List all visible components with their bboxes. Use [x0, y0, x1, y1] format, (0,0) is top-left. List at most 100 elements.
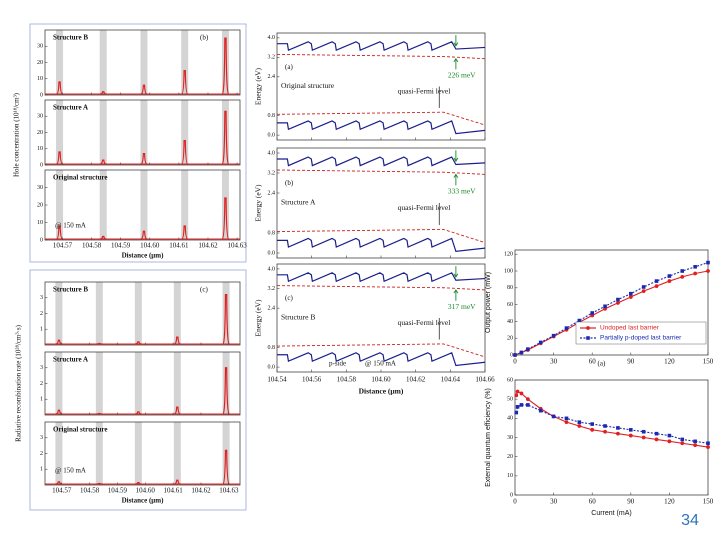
- marker: [693, 443, 698, 448]
- spike: [181, 140, 189, 165]
- marker: [641, 285, 646, 289]
- legend-box: [575, 321, 707, 345]
- spike: [181, 70, 189, 95]
- spike: [96, 482, 103, 485]
- x-tick-label: 104.63: [227, 242, 247, 250]
- marker: [667, 279, 672, 283]
- valence-band: [277, 120, 486, 135]
- marker: [577, 318, 582, 323]
- y-tick-label: 20: [507, 454, 513, 460]
- y-tick-label: 30: [507, 435, 513, 441]
- spike: [100, 91, 107, 95]
- fermi-label: quasi-Fermi level: [398, 87, 451, 96]
- marker: [680, 274, 685, 279]
- well-band: [140, 100, 148, 165]
- x-tick-label: 30: [550, 498, 558, 506]
- gap-value: 333 meV: [448, 187, 476, 196]
- marker: [525, 397, 530, 402]
- x-tick-label: 104.54: [267, 376, 287, 384]
- y-axis-label: Energy (eV): [254, 184, 263, 222]
- well-band: [222, 422, 230, 485]
- marker: [519, 403, 524, 407]
- well-band: [222, 352, 230, 415]
- marker: [680, 437, 685, 442]
- y-tick-label: 10: [37, 220, 43, 226]
- y-tick-label: 0.0: [268, 364, 276, 370]
- y-tick-label: 120: [504, 252, 513, 258]
- y-tick-label: 60: [507, 377, 513, 383]
- fermi-label: quasi-Fermi level: [398, 203, 451, 212]
- marker: [616, 431, 620, 436]
- y-tick-label: 4.0: [268, 35, 276, 41]
- legend-label: Undoped last barrier: [600, 325, 660, 332]
- spike: [96, 412, 103, 415]
- figure-border: [29, 23, 247, 263]
- x-tick-label: 104.57: [52, 487, 72, 495]
- spike: [174, 479, 181, 485]
- y-tick-label: 80: [507, 285, 513, 291]
- well-band: [56, 100, 64, 165]
- marker: [641, 429, 646, 434]
- plot-frame: [514, 249, 709, 356]
- fermi-label: quasi-Fermi level: [398, 318, 451, 327]
- marker: [514, 393, 519, 398]
- well-band: [173, 422, 181, 485]
- well-band: [134, 282, 142, 345]
- x-tick-label: 150: [703, 498, 714, 506]
- marker: [590, 311, 594, 315]
- page-number: 34: [681, 512, 699, 529]
- marker: [706, 441, 710, 446]
- well-band: [222, 282, 230, 345]
- marker: [514, 410, 519, 415]
- well-band: [99, 100, 107, 165]
- x-tick-label: 104.62: [406, 376, 426, 384]
- well-band: [95, 422, 103, 485]
- x-tick-label: 150: [703, 358, 714, 366]
- figure-border: [29, 269, 247, 511]
- y-tick-label: 20: [37, 130, 43, 136]
- y-axis-label: Radiative recombination rate (10²⁸/cm³·s…: [15, 324, 23, 442]
- panel-name: Structure A: [53, 356, 88, 364]
- y-tick-label: 0: [40, 92, 43, 98]
- spike: [55, 409, 62, 415]
- gap-arrow: [453, 35, 459, 47]
- panel-label: (c): [285, 294, 293, 302]
- structure-name: Original structure: [281, 81, 335, 90]
- y-tick-label: 3: [40, 365, 43, 371]
- marker: [590, 427, 595, 432]
- spike: [56, 225, 63, 240]
- p-side-label: p-side: [329, 360, 346, 368]
- marker: [667, 433, 672, 438]
- marker: [693, 271, 698, 276]
- marker: [551, 414, 556, 419]
- gap-arrow: [453, 266, 459, 278]
- x-tick-label: 104.58: [337, 376, 357, 384]
- fermi-level: [276, 285, 486, 291]
- marker: [654, 431, 659, 436]
- y-tick-label: 0: [40, 237, 43, 243]
- spike: [55, 339, 62, 345]
- structure-name: Structure A: [281, 198, 316, 207]
- gap-arrow: [453, 57, 459, 70]
- gap-arrow: [453, 173, 459, 186]
- panel-name: Original structure: [53, 174, 108, 182]
- y-tick-label: 0.8: [268, 113, 276, 119]
- well-band: [221, 170, 229, 240]
- y-tick-label: 1: [40, 327, 43, 333]
- well-band: [55, 422, 63, 485]
- x-tick-label: 104.64: [441, 376, 461, 384]
- y-tick-label: 0.8: [268, 230, 276, 236]
- spike: [174, 336, 181, 345]
- spike: [96, 342, 103, 345]
- well-band: [173, 352, 181, 415]
- spike: [222, 449, 230, 485]
- y-tick-label: 2.4: [268, 306, 276, 312]
- fermi-level: [276, 53, 486, 60]
- marker: [706, 269, 710, 273]
- fermi-level: [276, 343, 486, 358]
- x-tick-label: 104.66: [475, 376, 495, 384]
- y-tick-label: 40: [507, 416, 513, 422]
- well-band: [181, 100, 189, 165]
- x-tick-label: 104.60: [371, 376, 391, 384]
